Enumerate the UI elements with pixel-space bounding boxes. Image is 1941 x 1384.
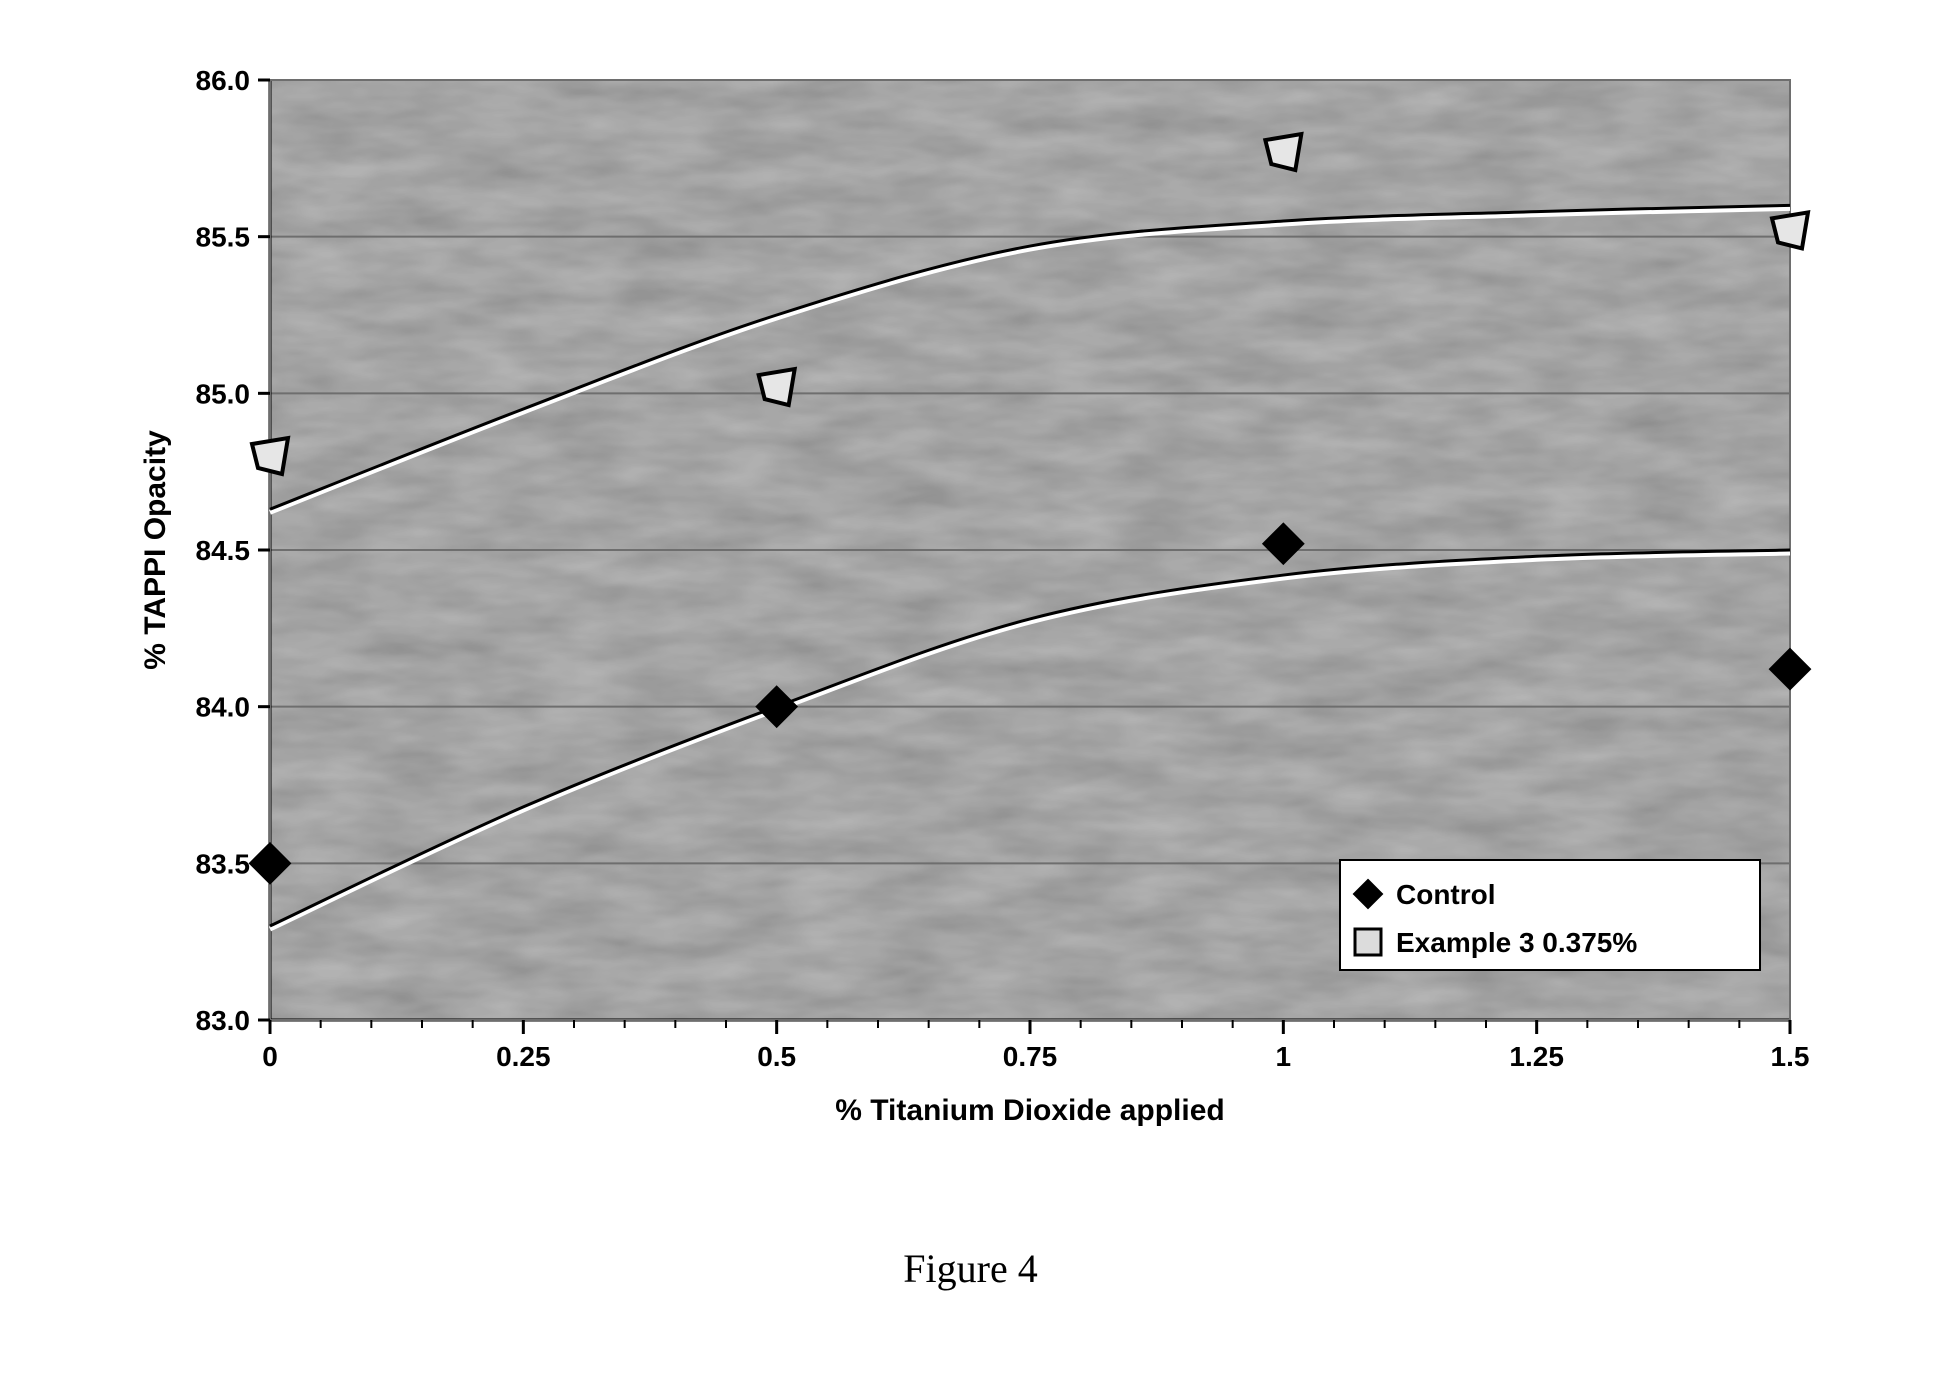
chart: 0 0.25 0.5 0.75 1 1.25 1.5 83.0 83.5 84.0 84.5 85.0… — [120, 60, 1820, 1160]
y-tick-label: 83.5 — [196, 848, 251, 879]
y-tick-label: 83.0 — [196, 1005, 251, 1036]
x-tick-label: 0 — [262, 1041, 278, 1072]
marker-square — [1772, 212, 1808, 248]
x-axis-label: % Titanium Dioxide applied — [835, 1094, 1225, 1127]
x-tick-label: 1 — [1276, 1041, 1292, 1072]
y-axis-label: % TAPPI Opacity — [139, 430, 172, 670]
x-tick-label: 0.5 — [757, 1041, 796, 1072]
marker-square — [759, 369, 795, 405]
legend-label: Example 3 0.375% — [1396, 927, 1637, 958]
y-tick-label: 85.5 — [196, 222, 251, 253]
chart-svg: 0 0.25 0.5 0.75 1 1.25 1.5 83.0 83.5 84.0 84.5 85.0… — [120, 60, 1820, 1160]
x-tick-label: 0.75 — [1003, 1041, 1058, 1072]
figure-caption: Figure 4 — [0, 1245, 1941, 1292]
y-tick-label: 85.0 — [196, 378, 251, 409]
y-tick-label: 84.5 — [196, 535, 251, 566]
x-tick-label: 1.25 — [1509, 1041, 1564, 1072]
y-tick-label: 84.0 — [196, 692, 251, 723]
legend-label: Control — [1396, 879, 1496, 910]
x-tick-label: 0.25 — [496, 1041, 551, 1072]
x-tick-label: 1.5 — [1771, 1041, 1810, 1072]
y-tick-label: 86.0 — [196, 65, 251, 96]
legend-marker-square — [1355, 929, 1381, 955]
marker-square — [252, 438, 288, 474]
marker-square — [1265, 134, 1301, 170]
page: 0 0.25 0.5 0.75 1 1.25 1.5 83.0 83.5 84.0 84.5 85.0… — [0, 0, 1941, 1384]
